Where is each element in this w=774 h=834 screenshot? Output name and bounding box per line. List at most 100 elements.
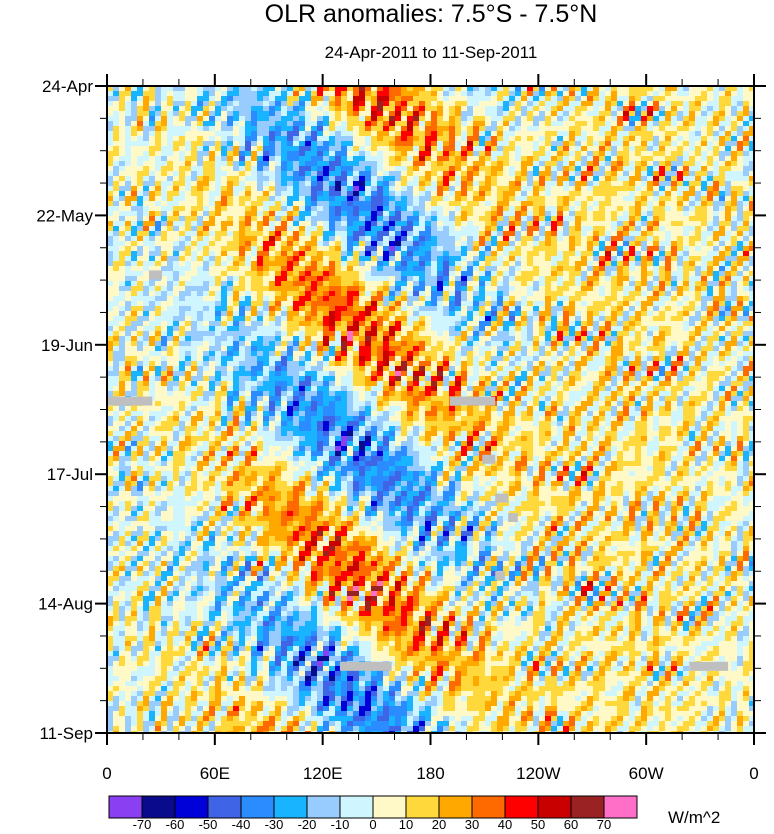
field-cell: [353, 151, 360, 157]
field-cell: [227, 116, 234, 122]
field-cell: [461, 106, 468, 112]
field-cell: [329, 141, 336, 147]
field-cell: [125, 101, 132, 107]
field-cell: [731, 156, 738, 162]
field-cell: [425, 96, 432, 102]
field-cell: [389, 116, 396, 122]
field-cell: [119, 191, 126, 197]
field-cell: [449, 191, 456, 197]
field-cell: [563, 306, 570, 312]
field-cell: [635, 146, 642, 152]
field-cell: [593, 91, 600, 97]
field-cell: [695, 201, 702, 207]
field-cell: [419, 101, 426, 107]
field-cell: [323, 261, 330, 267]
field-cell: [251, 171, 258, 177]
field-cell: [263, 216, 270, 222]
field-cell: [515, 141, 522, 147]
field-cell: [371, 181, 378, 187]
field-cell: [611, 231, 618, 237]
field-cell: [203, 196, 210, 202]
field-cell: [401, 311, 408, 317]
field-cell: [509, 311, 516, 317]
field-cell: [689, 206, 696, 212]
field-cell: [275, 211, 282, 217]
field-cell: [341, 106, 348, 112]
field-cell: [701, 261, 708, 267]
field-cell: [305, 311, 312, 317]
field-cell: [599, 261, 606, 267]
field-cell: [725, 176, 732, 182]
field-cell: [659, 231, 666, 237]
field-cell: [323, 161, 330, 167]
field-cell: [215, 296, 222, 302]
field-cell: [401, 191, 408, 197]
field-cell: [653, 246, 660, 252]
field-cell: [491, 226, 498, 232]
field-cell: [665, 196, 672, 202]
field-cell: [461, 186, 468, 192]
field-cell: [701, 106, 708, 112]
field-cell: [725, 231, 732, 237]
field-cell: [335, 116, 342, 122]
field-cell: [593, 276, 600, 282]
field-cell: [107, 251, 114, 257]
field-cell: [467, 91, 474, 97]
field-cell: [611, 101, 618, 107]
field-cell: [365, 271, 372, 277]
field-cell: [461, 111, 468, 117]
field-cell: [587, 236, 594, 242]
field-cell: [581, 111, 588, 117]
field-cell: [401, 136, 408, 142]
field-cell: [269, 281, 276, 287]
field-cell: [155, 231, 162, 237]
field-cell: [137, 166, 144, 172]
field-cell: [113, 191, 120, 197]
field-cell: [395, 296, 402, 302]
field-cell: [503, 266, 510, 272]
field-cell: [287, 251, 294, 257]
field-cell: [695, 216, 702, 222]
field-cell: [293, 226, 300, 232]
field-cell: [461, 181, 468, 187]
field-cell: [527, 281, 534, 287]
field-cell: [581, 126, 588, 132]
field-cell: [503, 86, 510, 92]
field-cell: [545, 186, 552, 192]
field-cell: [491, 301, 498, 307]
field-cell: [497, 241, 504, 247]
field-cell: [641, 276, 648, 282]
field-cell: [533, 206, 540, 212]
field-cell: [401, 261, 408, 267]
field-cell: [251, 286, 258, 292]
field-cell: [701, 201, 708, 207]
field-cell: [359, 271, 366, 277]
field-cell: [467, 96, 474, 102]
field-cell: [347, 226, 354, 232]
field-cell: [647, 151, 654, 157]
field-cell: [407, 121, 414, 127]
field-cell: [359, 291, 366, 297]
field-cell: [149, 146, 156, 152]
field-cell: [653, 251, 660, 257]
field-cell: [749, 211, 754, 217]
field-cell: [371, 226, 378, 232]
field-cell: [383, 86, 390, 92]
field-cell: [305, 121, 312, 127]
field-cell: [233, 241, 240, 247]
field-cell: [575, 246, 582, 252]
field-cell: [359, 111, 366, 117]
field-cell: [641, 126, 648, 132]
field-cell: [515, 176, 522, 182]
field-cell: [617, 201, 624, 207]
field-cell: [257, 301, 264, 307]
field-cell: [533, 251, 540, 257]
field-cell: [623, 146, 630, 152]
field-cell: [617, 271, 624, 277]
field-cell: [227, 181, 234, 187]
field-cell: [443, 136, 450, 142]
field-cell: [167, 176, 174, 182]
field-cell: [623, 131, 630, 137]
field-cell: [167, 311, 174, 317]
field-cell: [371, 151, 378, 157]
